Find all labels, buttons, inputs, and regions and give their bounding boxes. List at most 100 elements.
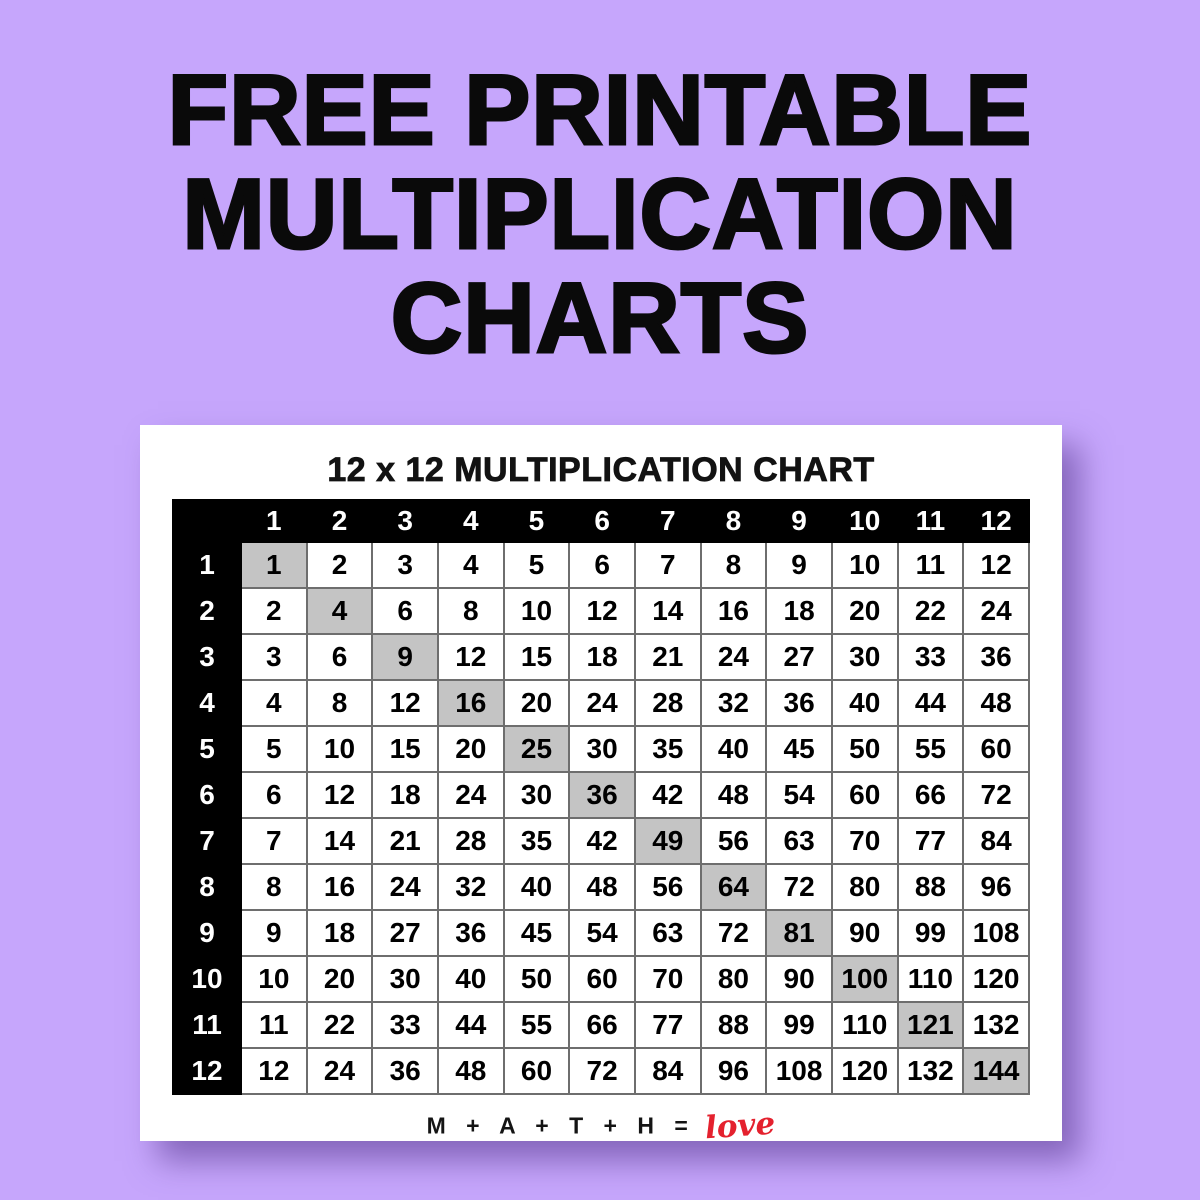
product-cell: 56 [699, 817, 768, 865]
column-header-cell: 5 [502, 499, 571, 543]
product-cell: 60 [502, 1047, 571, 1095]
product-cell: 108 [962, 909, 1030, 957]
product-cell: 40 [830, 679, 899, 727]
column-header-cell: 12 [962, 499, 1030, 543]
row-header-cell: 5 [172, 725, 242, 773]
product-cell: 100 [830, 955, 899, 1003]
product-cell: 6 [568, 541, 636, 589]
product-cell: 64 [699, 863, 768, 911]
product-cell: 10 [305, 725, 374, 773]
product-cell: 54 [765, 771, 833, 819]
table-row: 1 1 2 3 4 5 6 7 8 9 10 11 12 [172, 541, 1030, 589]
row-header-cell: 8 [172, 863, 242, 911]
product-cell: 11 [240, 1001, 308, 1049]
product-cell: 96 [962, 863, 1030, 911]
product-cell: 70 [633, 955, 702, 1003]
table-row: 10 10 20 30 40 50 60 70 80 90 100 110 120 [172, 955, 1030, 1003]
product-cell: 30 [568, 725, 636, 773]
row-header-cell: 2 [172, 587, 242, 635]
row-header-cell: 9 [172, 909, 242, 957]
product-cell: 24 [699, 633, 768, 681]
table-row: 12 12 24 36 48 60 72 84 96 108 120 132 144 [172, 1047, 1030, 1095]
product-cell: 45 [502, 909, 571, 957]
product-cell: 132 [896, 1047, 965, 1095]
product-cell: 120 [830, 1047, 899, 1095]
product-cell: 10 [830, 541, 899, 589]
product-cell: 6 [371, 587, 439, 635]
product-cell: 63 [765, 817, 833, 865]
product-cell: 80 [830, 863, 899, 911]
product-cell: 12 [371, 679, 439, 727]
product-cell: 9 [240, 909, 308, 957]
product-cell: 15 [502, 633, 571, 681]
column-header-cell: 9 [765, 499, 833, 543]
product-cell: 99 [765, 1001, 833, 1049]
product-cell: 20 [502, 679, 571, 727]
product-cell: 72 [962, 771, 1030, 819]
row-header-cell: 12 [172, 1047, 242, 1095]
product-cell: 110 [896, 955, 965, 1003]
product-cell: 55 [896, 725, 965, 773]
product-cell: 16 [305, 863, 374, 911]
product-cell: 18 [765, 587, 833, 635]
product-cell: 63 [633, 909, 702, 957]
product-cell: 4 [436, 541, 505, 589]
product-cell: 48 [699, 771, 768, 819]
product-cell: 35 [633, 725, 702, 773]
product-cell: 21 [633, 633, 702, 681]
product-cell: 22 [896, 587, 965, 635]
column-header-cell: 3 [371, 499, 439, 543]
chart-card: 12 x 12 MULTIPLICATION CHART 1 2 3 4 5 6 7 8 9 10… [140, 425, 1062, 1146]
product-cell: 32 [699, 679, 768, 727]
product-cell: 12 [568, 587, 636, 635]
product-cell: 9 [371, 633, 439, 681]
product-cell: 14 [305, 817, 374, 865]
product-cell: 12 [240, 1047, 308, 1095]
heading-line-1: FREE PRINTABLE [166, 54, 1033, 165]
product-cell: 80 [699, 955, 768, 1003]
product-cell: 66 [568, 1001, 636, 1049]
product-cell: 81 [765, 909, 833, 957]
product-cell: 5 [502, 541, 571, 589]
product-cell: 12 [305, 771, 374, 819]
column-header-cell: 10 [830, 499, 899, 543]
product-cell: 48 [436, 1047, 505, 1095]
product-cell: 44 [436, 1001, 505, 1049]
column-header-cell: 11 [896, 499, 965, 543]
product-cell: 72 [765, 863, 833, 911]
product-cell: 132 [962, 1001, 1030, 1049]
table-row: 3 3 6 9 12 15 18 21 24 27 30 33 36 [172, 633, 1030, 681]
product-cell: 10 [240, 955, 308, 1003]
product-cell: 1 [240, 541, 308, 589]
math-text: M + A + T + H = [426, 1112, 695, 1139]
product-cell: 28 [436, 817, 505, 865]
product-cell: 8 [240, 863, 308, 911]
table-row: 7 7 14 21 28 35 42 49 56 63 70 77 84 [172, 817, 1030, 865]
table-row: 8 8 16 24 32 40 48 56 64 72 80 88 96 [172, 863, 1030, 911]
product-cell: 27 [371, 909, 439, 957]
product-cell: 20 [436, 725, 505, 773]
multiplication-table: 1 2 3 4 5 6 7 8 9 10 11 12 1 1 2 3 4 5 6 7 8 9 10 11 12 2 2 4 6 8 10 1… [172, 499, 1030, 1095]
product-cell: 121 [896, 1001, 965, 1049]
product-cell: 12 [436, 633, 505, 681]
love-script-text: love [704, 1105, 777, 1147]
product-cell: 14 [633, 587, 702, 635]
product-cell: 110 [830, 1001, 899, 1049]
product-cell: 24 [436, 771, 505, 819]
product-cell: 32 [436, 863, 505, 911]
column-header-cell: 1 [240, 499, 308, 543]
product-cell: 84 [962, 817, 1030, 865]
product-cell: 144 [962, 1047, 1030, 1095]
product-cell: 36 [962, 633, 1030, 681]
product-cell: 120 [962, 955, 1030, 1003]
product-cell: 7 [633, 541, 702, 589]
product-cell: 28 [633, 679, 702, 727]
product-cell: 8 [436, 587, 505, 635]
product-cell: 66 [896, 771, 965, 819]
product-cell: 40 [436, 955, 505, 1003]
product-cell: 30 [371, 955, 439, 1003]
product-cell: 72 [699, 909, 768, 957]
product-cell: 7 [240, 817, 308, 865]
product-cell: 3 [371, 541, 439, 589]
product-cell: 16 [699, 587, 768, 635]
